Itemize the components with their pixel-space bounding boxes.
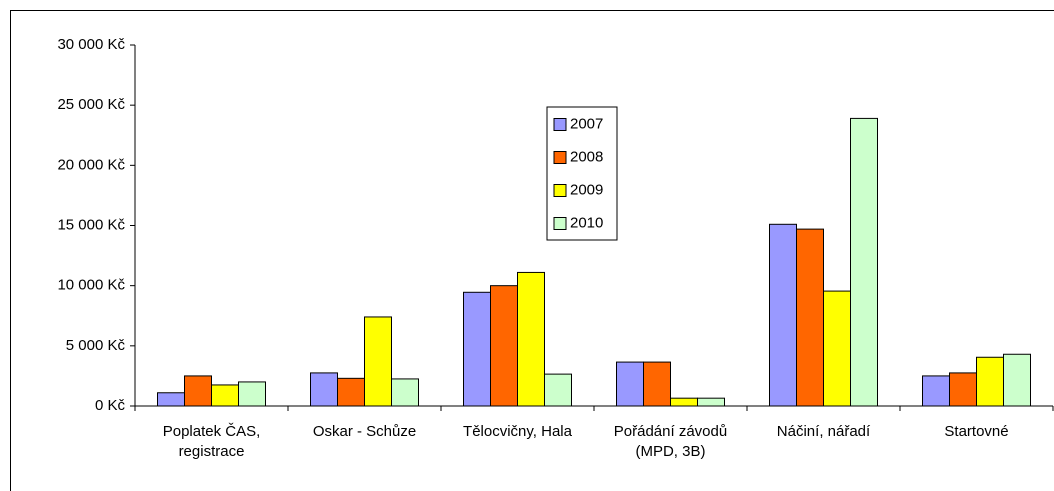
x-tick-label: Náčiní, nářadí <box>776 423 871 440</box>
bar <box>922 375 950 407</box>
bar <box>337 377 365 407</box>
bar <box>1003 353 1031 407</box>
legend-swatch <box>553 184 567 197</box>
bar <box>796 228 824 407</box>
legend-swatch <box>553 151 567 164</box>
bar <box>211 384 239 407</box>
bar <box>517 271 545 407</box>
legend-label: 2008 <box>570 148 603 165</box>
bar <box>364 316 392 407</box>
bar <box>616 361 644 407</box>
legend-label: 2009 <box>570 181 603 198</box>
y-tick-label: 5 000 Kč <box>66 337 126 354</box>
bar <box>184 375 212 407</box>
bar <box>643 361 671 407</box>
bar <box>697 397 725 407</box>
x-tick-label: Poplatek ČAS, registrace <box>162 423 261 460</box>
bar <box>670 397 698 407</box>
bar <box>850 117 878 407</box>
legend-label: 2007 <box>570 115 603 132</box>
legend-swatch <box>553 118 567 131</box>
legend-swatch <box>553 217 567 230</box>
bar <box>823 290 851 407</box>
bar <box>391 378 419 407</box>
bar <box>976 356 1004 407</box>
bar <box>769 223 797 407</box>
x-tick-label: Oskar - Schůze <box>312 423 417 440</box>
y-tick-label: 0 Kč <box>95 397 126 414</box>
y-tick-label: 15 000 Kč <box>57 216 125 233</box>
legend-label: 2010 <box>570 214 603 231</box>
bar <box>949 372 977 407</box>
bar <box>463 291 491 407</box>
y-tick-label: 10 000 Kč <box>57 277 125 294</box>
x-tick-label: Startovné <box>944 423 1009 440</box>
bar <box>544 373 572 407</box>
y-tick-label: 30 000 Kč <box>57 36 125 53</box>
x-tick-label: Tělocvičny, Hala <box>463 423 572 440</box>
y-tick-label: 25 000 Kč <box>57 96 125 113</box>
y-tick-label: 20 000 Kč <box>57 156 125 173</box>
bar <box>238 381 266 407</box>
bar <box>310 372 338 407</box>
bar <box>157 392 185 407</box>
chart-border <box>10 10 1054 491</box>
x-tick-label: Pořádání závodů (MPD, 3B) <box>613 423 728 460</box>
bar <box>490 285 518 407</box>
